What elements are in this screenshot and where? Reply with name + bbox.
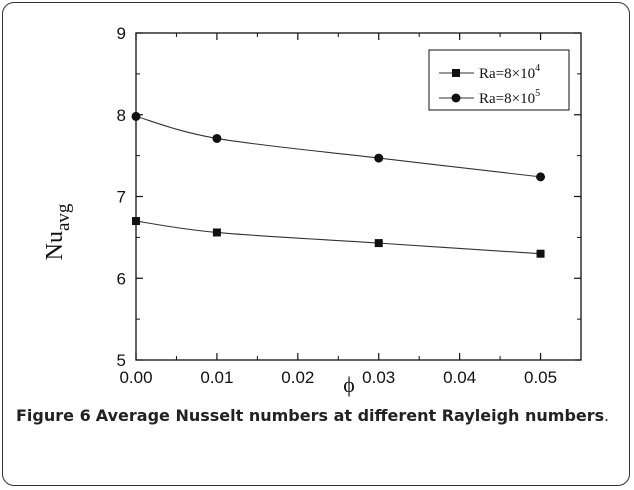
series-line-1 [135,115,541,178]
chart-legend: Ra=8×104 Ra=8×105 [428,49,570,111]
data-point-series-0 [132,217,140,226]
x-tick-label: 0.02 [281,368,314,387]
legend-marker-1 [451,93,461,103]
y-tick-label: 8 [117,106,126,125]
series-line-0 [135,220,541,255]
axis-ticks: 0.00 0.01 0.02 0.03 0.04 0.05 5 6 7 8 9 [117,24,581,387]
legend-label-0: Ra=8×104 [479,63,540,82]
x-tick-label: 0.00 [119,368,152,387]
data-point-series-1 [212,133,222,143]
y-tick-label: 7 [117,188,126,207]
data-point-series-0 [536,249,545,258]
x-tick-label: 0.01 [200,368,233,387]
x-tick-label: 0.04 [443,368,476,387]
x-tick-label: 0.05 [524,368,557,387]
data-point-series-1 [131,111,141,121]
data-point-series-1 [374,153,384,163]
y-axis-label: Nuavg [42,203,74,260]
legend-marker-0 [452,69,460,77]
caption-label: Figure 6 [16,406,91,425]
y-tick-label: 6 [117,269,126,288]
figure-caption: Figure 6 Average Nusselt numbers at diff… [16,404,616,428]
y-tick-label: 9 [117,24,126,43]
data-series [131,111,546,258]
y-tick-label: 5 [117,351,126,370]
caption-text: Average Nusselt numbers at different Ray… [95,406,605,425]
x-tick-label: 0.03 [362,368,395,387]
data-point-series-1 [536,172,546,182]
caption-period: . [604,407,609,425]
legend-label-1: Ra=8×105 [479,88,540,107]
data-point-series-0 [374,239,383,248]
data-point-series-0 [212,228,221,237]
x-axis-label: ϕ [343,372,355,397]
